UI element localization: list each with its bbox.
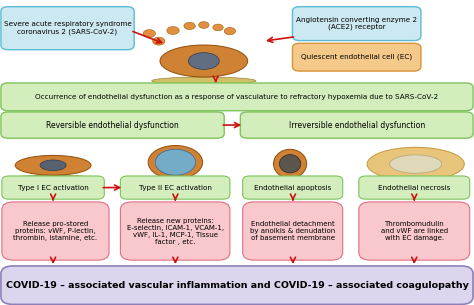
Circle shape	[213, 24, 223, 31]
Ellipse shape	[152, 77, 256, 84]
FancyBboxPatch shape	[120, 202, 230, 260]
FancyBboxPatch shape	[1, 7, 134, 50]
Text: Severe acute respiratory syndrome
coronavirus 2 (SARS-CoV-2): Severe acute respiratory syndrome corona…	[4, 21, 131, 35]
Circle shape	[224, 27, 236, 35]
Ellipse shape	[160, 45, 247, 77]
Circle shape	[199, 22, 209, 28]
Text: Endothelial detachment
by anoikis & denudation
of basement membrane: Endothelial detachment by anoikis & denu…	[250, 221, 335, 241]
Ellipse shape	[155, 149, 195, 175]
FancyBboxPatch shape	[243, 202, 343, 260]
Circle shape	[184, 22, 195, 30]
Text: Irreversible endothelial dysfunction: Irreversible endothelial dysfunction	[289, 120, 425, 130]
FancyBboxPatch shape	[120, 176, 230, 199]
FancyBboxPatch shape	[2, 176, 104, 199]
Ellipse shape	[148, 145, 202, 179]
Text: Quiescent endothelial cell (EC): Quiescent endothelial cell (EC)	[301, 54, 412, 60]
Ellipse shape	[390, 155, 442, 173]
Ellipse shape	[141, 180, 210, 186]
Text: Angiotensin converting enzyme 2
(ACE2) receptor: Angiotensin converting enzyme 2 (ACE2) r…	[296, 17, 417, 30]
FancyBboxPatch shape	[243, 176, 343, 199]
Ellipse shape	[40, 160, 66, 171]
Circle shape	[153, 37, 165, 45]
Ellipse shape	[273, 149, 307, 178]
Text: Endothelial necrosis: Endothelial necrosis	[378, 185, 450, 191]
Text: COVID-19 – associated vascular inflammation and COVID-19 – associated coagulopat: COVID-19 – associated vascular inflammat…	[6, 281, 468, 290]
FancyBboxPatch shape	[292, 7, 421, 41]
Ellipse shape	[8, 175, 98, 181]
FancyBboxPatch shape	[1, 112, 224, 138]
Text: Endothelial apoptosis: Endothelial apoptosis	[254, 185, 331, 191]
Text: Type II EC activation: Type II EC activation	[139, 185, 211, 191]
FancyBboxPatch shape	[1, 83, 473, 111]
FancyBboxPatch shape	[2, 202, 109, 260]
FancyBboxPatch shape	[359, 176, 470, 199]
Text: Release pro-stored
proteins: vWF, P-lectin,
thrombin, istamine, etc.: Release pro-stored proteins: vWF, P-lect…	[13, 221, 98, 241]
Text: Reversible endothelial dysfunction: Reversible endothelial dysfunction	[46, 120, 179, 130]
Ellipse shape	[279, 155, 301, 173]
Circle shape	[143, 30, 155, 38]
Circle shape	[167, 27, 179, 34]
Ellipse shape	[267, 180, 313, 185]
Text: Thrombomudulin
and vWF are linked
with EC damage.: Thrombomudulin and vWF are linked with E…	[381, 221, 448, 241]
Ellipse shape	[367, 147, 464, 181]
Text: Occurrence of endothelial dysfunction as a response of vasculature to refractory: Occurrence of endothelial dysfunction as…	[36, 94, 438, 100]
FancyBboxPatch shape	[1, 266, 473, 304]
FancyBboxPatch shape	[359, 202, 470, 260]
FancyBboxPatch shape	[240, 112, 473, 138]
Ellipse shape	[15, 156, 91, 175]
FancyBboxPatch shape	[292, 43, 421, 71]
Ellipse shape	[188, 52, 219, 70]
Text: Type I EC activation: Type I EC activation	[18, 185, 89, 191]
Text: Release new proteins:
E-selectin, ICAM-1, VCAM-1,
vWF, IL-1, MCP-1, Tissue
facto: Release new proteins: E-selectin, ICAM-1…	[127, 217, 224, 245]
